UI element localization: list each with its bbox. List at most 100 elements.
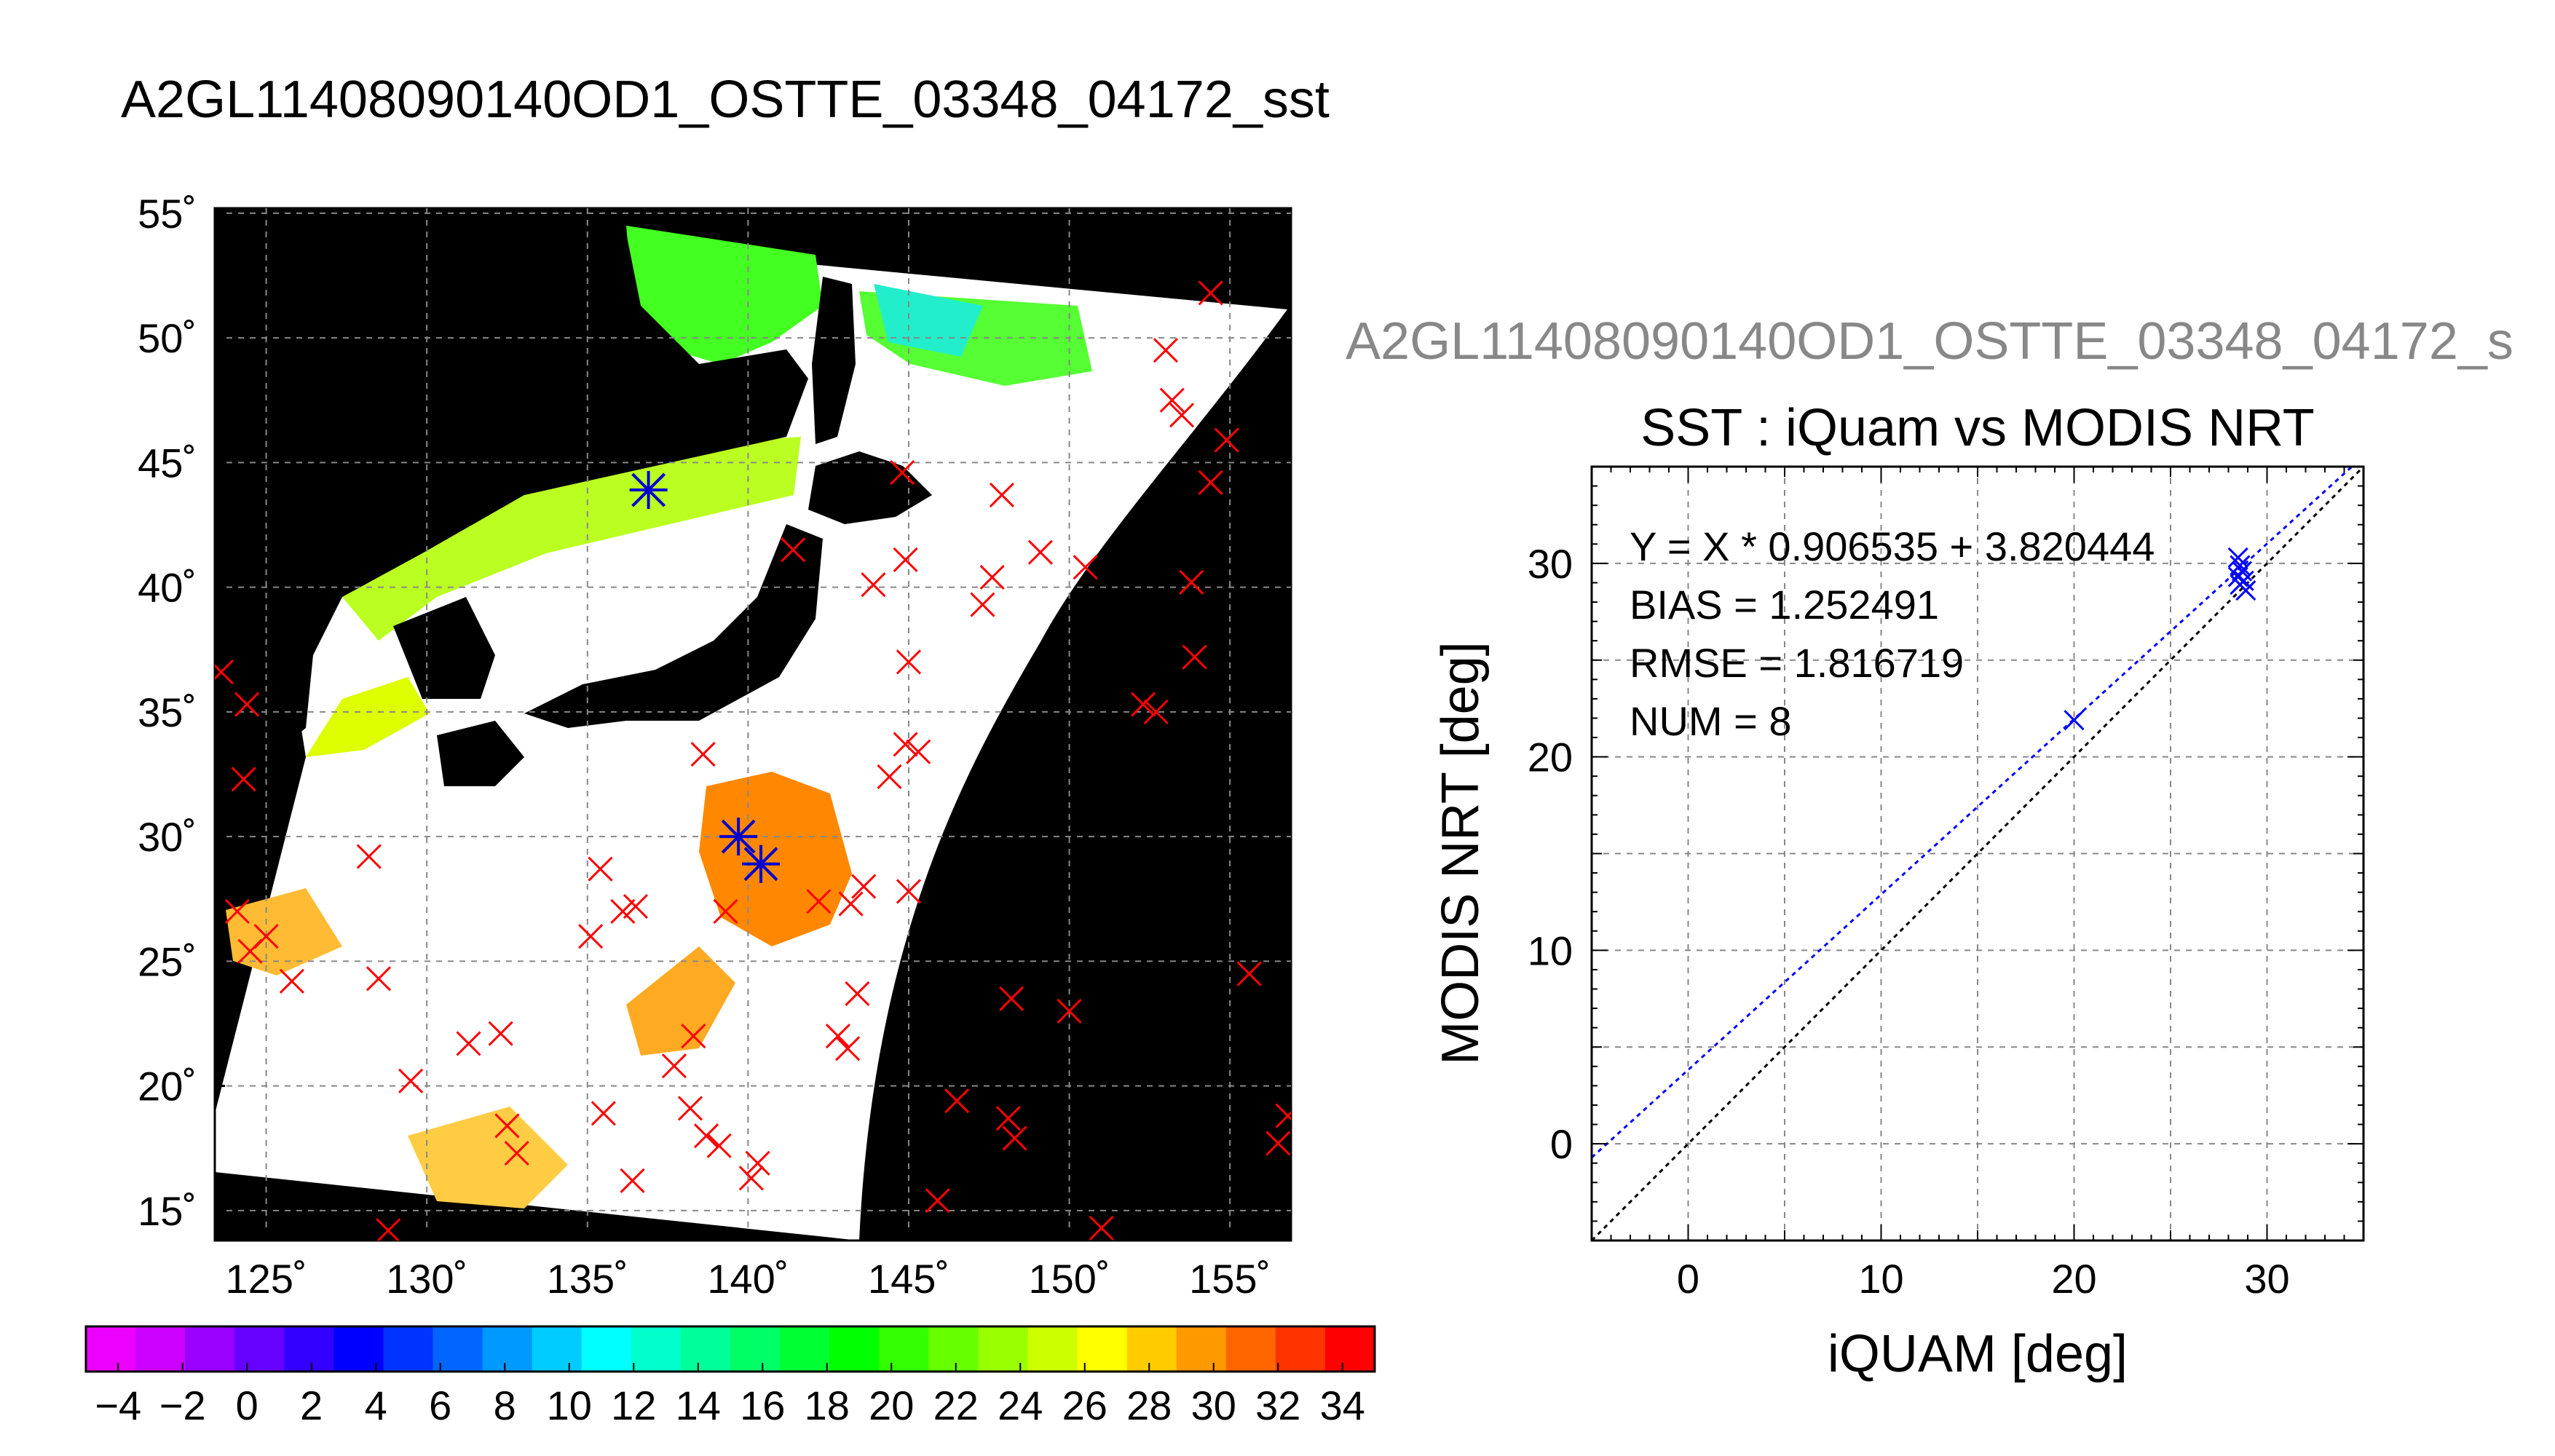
colorbar-label: 24	[998, 1382, 1043, 1428]
colorbar-label: 6	[429, 1382, 451, 1428]
matchup-marker	[890, 460, 915, 486]
good-matchup-marker	[719, 818, 758, 856]
matchup-marker	[970, 592, 995, 617]
scatter-x-label: 20	[2051, 1256, 2096, 1302]
matchup-marker	[906, 739, 931, 764]
matchup-marker	[693, 1123, 719, 1149]
colorbar-label: 12	[611, 1382, 656, 1428]
matchup-marker	[234, 692, 260, 717]
scatter-point	[2235, 580, 2256, 601]
scatter-x-label: 0	[1677, 1256, 1699, 1302]
num-value: NUM = 8	[1630, 698, 1792, 744]
scatter-ticks: 0 10 20 30 0 10 20 30	[1528, 466, 2364, 1302]
scatter-title: SST : iQuam vs MODIS NRT	[1640, 399, 2315, 457]
colorbar-bin	[86, 1326, 136, 1372]
matchup-marker	[738, 1166, 764, 1191]
colorbar-bin	[879, 1326, 929, 1372]
colorbar-label: 34	[1320, 1382, 1365, 1428]
matchup-marker	[1002, 1125, 1027, 1151]
matchup-marker	[376, 1218, 401, 1241]
good-matchup-marker	[629, 471, 668, 510]
matchup-marker	[745, 1150, 770, 1176]
colorbar-bin	[433, 1326, 483, 1372]
matchup-marker	[896, 649, 922, 675]
scatter-point	[2064, 710, 2085, 731]
scatter-file-title: A2GL11408090140OD1_OSTTE_03348_04172_s	[1346, 312, 2513, 371]
map-lat-label: 25˚	[138, 938, 197, 984]
matchup-marker	[215, 660, 234, 685]
matchup-marker	[825, 1024, 850, 1049]
colorbar-bin	[1126, 1326, 1177, 1372]
colorbar-bin	[1027, 1326, 1078, 1372]
colorbar-label: 0	[236, 1382, 258, 1428]
colorbar: −4 −2 0 2 4 6 8 10 12 14 16 18 20 22 24 26 28 30 32 34	[84, 1325, 1376, 1428]
matchup-marker	[1057, 998, 1082, 1024]
colorbar-bin	[1077, 1326, 1128, 1372]
scatter-x-label: 10	[1858, 1256, 1903, 1302]
sst-patch-orange-south	[626, 946, 735, 1056]
matchup-marker	[356, 844, 382, 869]
map-lon-label: 140˚	[707, 1256, 789, 1302]
colorbar-bin	[581, 1326, 632, 1372]
regression-equation: Y = X * 0.906535 + 3.820444	[1630, 523, 2155, 569]
colorbar-label: −2	[159, 1382, 206, 1428]
colorbar-label: 10	[547, 1382, 592, 1428]
matchup-marker	[1089, 1215, 1114, 1241]
matchup-marker	[231, 767, 256, 792]
matchup-marker	[690, 742, 716, 767]
scatter-y-label: 0	[1550, 1121, 1573, 1167]
matchup-marker	[995, 1106, 1021, 1131]
matchup-marker	[1182, 644, 1207, 670]
colorbar-label: 30	[1191, 1382, 1236, 1428]
colorbar-bin	[1275, 1326, 1326, 1372]
matchup-marker	[366, 966, 392, 992]
matchup-marker	[620, 1168, 645, 1193]
matchup-marker	[398, 1068, 424, 1093]
colorbar-label: 18	[805, 1382, 850, 1428]
matchup-marker	[1073, 555, 1098, 580]
map-lat-label: 45˚	[138, 440, 197, 486]
matchup-marker	[893, 547, 918, 573]
land-hokkaido	[808, 451, 932, 524]
scatter-y-label: 30	[1528, 541, 1573, 587]
colorbar-bin	[284, 1326, 334, 1372]
map-frame	[213, 207, 1292, 1242]
matchup-marker	[623, 893, 649, 919]
matchup-marker	[578, 924, 604, 949]
colorbar-bin	[383, 1326, 434, 1372]
matchup-marker	[1169, 403, 1195, 428]
colorbar-bin	[680, 1326, 731, 1372]
matchup-marker	[677, 1096, 703, 1121]
map-lon-label: 130˚	[386, 1256, 467, 1302]
colorbar-label: 14	[676, 1382, 721, 1428]
rmse-value: RMSE = 1.816719	[1630, 640, 1964, 686]
matchup-marker	[588, 856, 613, 882]
matchup-marker	[806, 889, 832, 914]
scatter-y-label: 20	[1528, 735, 1573, 780]
colorbar-bin	[532, 1326, 583, 1372]
map-ticks: 125˚ 130˚ 135˚ 140˚ 145˚ 150˚ 155˚ 55˚ 50˚ 45˚ 40˚…	[138, 191, 1271, 1302]
sst-patch-orange-west	[226, 888, 342, 976]
colorbar-bin	[234, 1326, 285, 1372]
land-korea	[393, 597, 495, 699]
land-sakhalin	[812, 277, 856, 444]
main-title: A2GL11408090140OD1_OSTTE_03348_04172_sst	[121, 71, 1330, 129]
colorbar-label: 32	[1255, 1382, 1300, 1428]
matchup-marker	[1236, 961, 1262, 986]
matchup-marker	[845, 981, 870, 1006]
matchup-marker	[1143, 699, 1169, 724]
matchup-marker	[1130, 692, 1156, 717]
matchup-marker	[896, 879, 922, 904]
matchup-marker	[893, 732, 918, 757]
bias-value: BIAS = 1.252491	[1630, 582, 1939, 628]
colorbar-bin	[780, 1326, 830, 1372]
colorbar-bin	[928, 1326, 979, 1372]
scatter-x-label: 30	[2244, 1256, 2289, 1302]
matchup-marker	[1198, 470, 1223, 495]
matchup-marker	[494, 1113, 520, 1139]
sst-patch-yellow-band	[306, 677, 430, 757]
sst-patch-orange-core	[699, 772, 852, 946]
matchup-marker	[861, 572, 886, 598]
sst-patch-yellow-south	[408, 1107, 568, 1208]
